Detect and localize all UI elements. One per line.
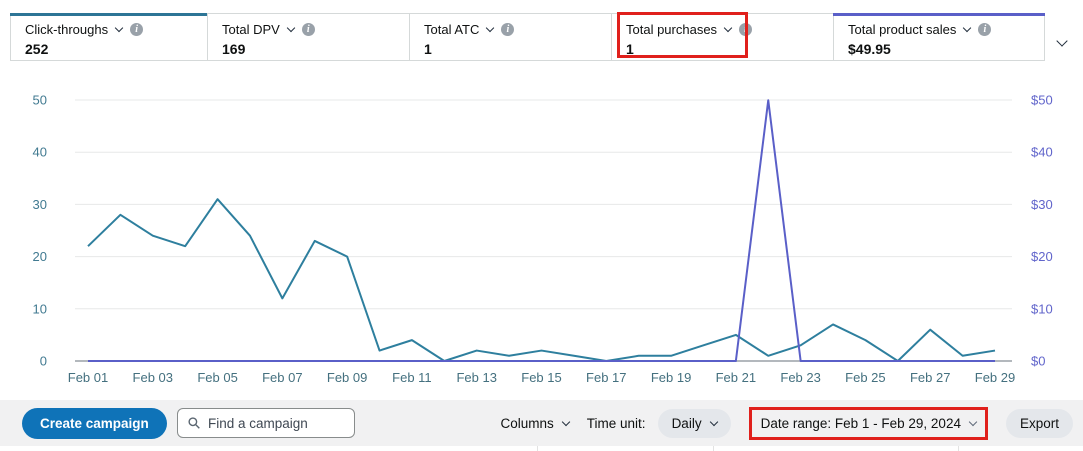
time-unit-dropdown[interactable]: Daily (657, 408, 731, 438)
x-axis-tick-label: Feb 19 (651, 370, 691, 385)
x-axis-tick-label: Feb 01 (68, 370, 108, 385)
metric-label: Click-throughs (25, 22, 109, 37)
column-divider (958, 446, 959, 451)
info-icon[interactable]: i (301, 23, 315, 36)
y-axis-left-tick-label: 20 (33, 249, 47, 264)
y-axis-right-tick-label: $20 (1031, 249, 1053, 264)
selected-accent-bar (833, 13, 1045, 16)
y-axis-left-tick-label: 10 (33, 301, 47, 316)
columns-label: Columns (500, 415, 554, 431)
info-icon[interactable]: i (739, 23, 753, 36)
metric-cards-row: Click-throughs i 252 Total DPV i 169 Tot… (10, 13, 1045, 61)
y-axis-left-tick-label: 0 (40, 354, 47, 369)
metric-value: $49.95 (848, 41, 891, 57)
metric-label: Total DPV (222, 22, 280, 37)
info-icon[interactable]: i (130, 23, 144, 36)
x-axis-tick-label: Feb 05 (197, 370, 237, 385)
date-range-label: Date range: Feb 1 - Feb 29, 2024 (760, 415, 961, 431)
x-axis-tick-label: Feb 03 (133, 370, 173, 385)
y-axis-left-tick-label: 40 (33, 145, 47, 160)
chevron-down-icon[interactable] (286, 23, 296, 33)
chevron-down-icon[interactable] (486, 23, 495, 33)
metric-label: Total purchases (626, 22, 718, 37)
y-axis-left-tick-label: 50 (33, 93, 47, 108)
campaign-toolbar: Create campaign Columns Time unit: Daily… (0, 400, 1083, 446)
create-campaign-button[interactable]: Create campaign (22, 407, 167, 439)
chevron-down-icon (968, 417, 978, 426)
y-axis-right-tick-label: $30 (1031, 197, 1053, 212)
chevron-down-icon[interactable] (963, 23, 972, 33)
metric-card-total-purchases[interactable]: Total purchases i 1 (611, 13, 834, 61)
x-axis-tick-label: Feb 11 (392, 370, 432, 385)
chevron-down-icon (709, 417, 718, 426)
chevron-down-icon[interactable] (723, 23, 733, 33)
metric-value: 169 (222, 41, 246, 57)
export-button[interactable]: Export (1005, 408, 1073, 438)
x-axis-tick-label: Feb 29 (975, 370, 1015, 385)
metric-card-click-throughs[interactable]: Click-throughs i 252 (10, 13, 208, 61)
metric-value: 252 (25, 41, 49, 57)
columns-dropdown[interactable]: Columns (500, 415, 571, 431)
x-axis-tick-label: Feb 09 (327, 370, 367, 385)
series-line-click-throughs (87, 198, 996, 362)
x-axis-tick-label: Feb 15 (521, 370, 561, 385)
search-input[interactable] (207, 415, 344, 431)
trend-chart: 0 $0 10 $10 20 $20 30 $30 40 $40 50 $50 Feb 01 Feb 03… (33, 93, 1053, 386)
x-axis-tick-label: Feb 25 (845, 370, 885, 385)
x-axis-tick-label: Feb 17 (586, 370, 626, 385)
y-axis-left-tick-label: 30 (33, 197, 47, 212)
toolbar-right-group: Columns Time unit: Daily Date range: Feb… (500, 406, 1073, 440)
info-icon[interactable]: i (978, 23, 992, 36)
chevron-down-icon[interactable] (114, 23, 124, 33)
metric-label: Total product sales (848, 22, 957, 37)
info-icon[interactable]: i (501, 23, 515, 36)
series-line-total-product-sales (88, 99, 995, 362)
chevron-down-icon (561, 417, 571, 426)
selected-accent-bar (10, 13, 208, 16)
time-unit-label: Time unit: (586, 415, 646, 431)
metric-card-total-product-sales[interactable]: Total product sales i $49.95 (833, 13, 1045, 61)
x-axis-tick-label: Feb 13 (456, 370, 496, 385)
column-divider (537, 446, 538, 451)
x-axis-tick-label: Feb 21 (716, 370, 756, 385)
y-axis-right-tick-label: $40 (1031, 145, 1053, 160)
y-axis-right-tick-label: $0 (1031, 354, 1045, 369)
date-range-dropdown[interactable]: Date range: Feb 1 - Feb 29, 2024 (748, 406, 988, 440)
y-axis-right-tick-label: $50 (1031, 93, 1053, 108)
x-axis-tick-label: Feb 07 (262, 370, 302, 385)
expand-metrics-chevron-icon[interactable] (1056, 32, 1068, 50)
table-top-edge (0, 446, 1083, 451)
campaign-search[interactable] (176, 408, 355, 438)
column-divider (713, 446, 714, 451)
y-axis-right-tick-label: $10 (1031, 301, 1053, 316)
metric-card-total-atc[interactable]: Total ATC i 1 (409, 13, 612, 61)
metric-value: 1 (626, 41, 634, 57)
x-axis-tick-label: Feb 27 (910, 370, 950, 385)
metric-value: 1 (424, 41, 432, 57)
metric-card-total-dpv[interactable]: Total DPV i 169 (207, 13, 410, 61)
search-icon (188, 417, 200, 429)
x-axis-tick-label: Feb 23 (780, 370, 820, 385)
time-unit-value: Daily (671, 415, 702, 431)
metric-label: Total ATC (424, 22, 480, 37)
